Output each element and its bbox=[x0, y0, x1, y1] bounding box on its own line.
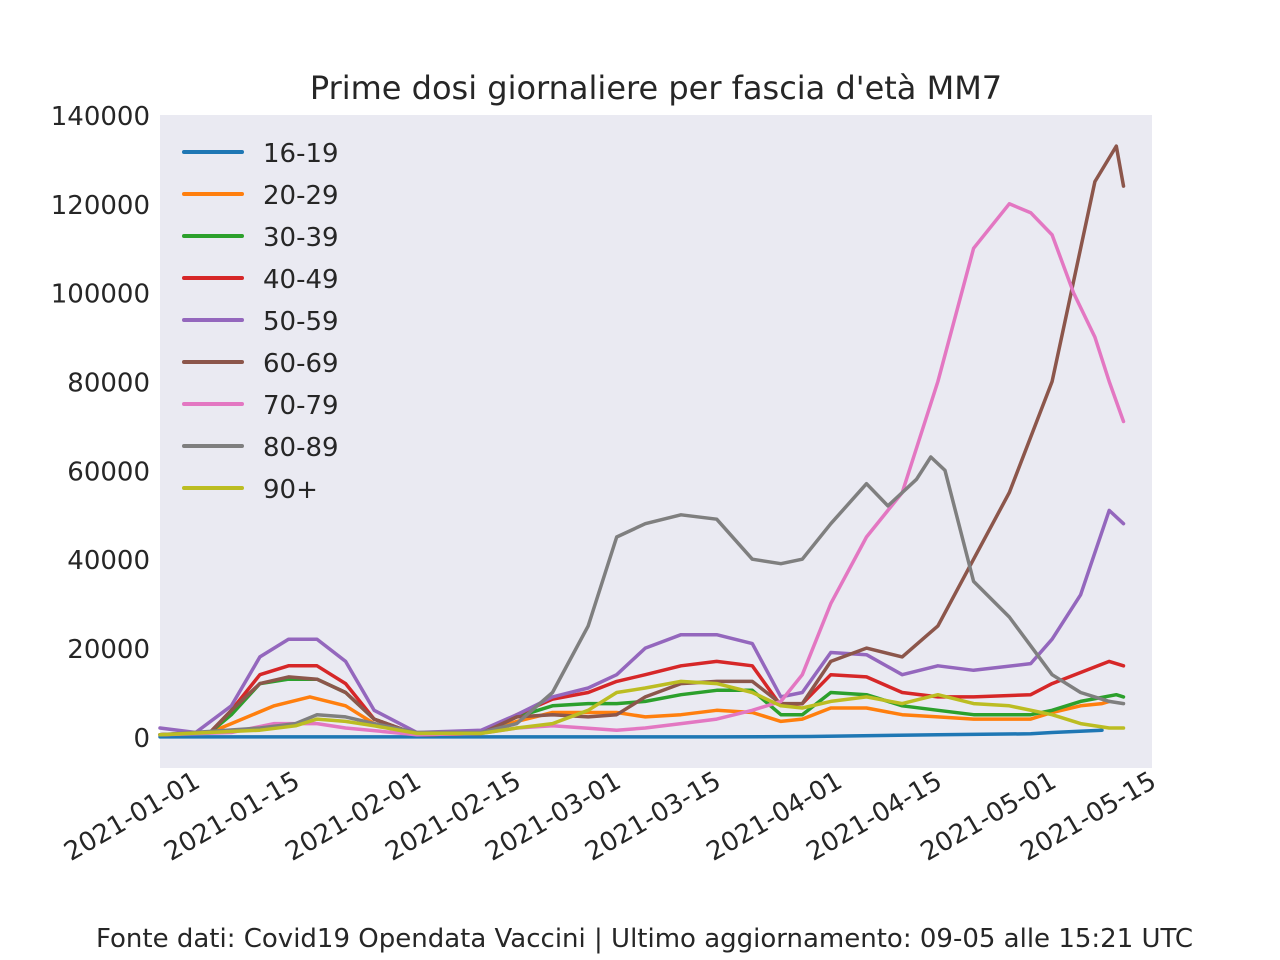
legend-label: 30-39 bbox=[263, 223, 339, 253]
series-line-80-89 bbox=[158, 455, 1126, 737]
series-line-50-59 bbox=[158, 508, 1126, 735]
legend-label: 70-79 bbox=[263, 391, 339, 421]
series-line-20-29 bbox=[158, 695, 1111, 737]
legend-label: 40-49 bbox=[263, 265, 339, 295]
y-tick-label: 140000 bbox=[51, 102, 150, 132]
chart-title: Prime dosi giornaliere per fascia d'età … bbox=[310, 69, 1002, 107]
series-line-70-79 bbox=[158, 202, 1126, 737]
legend-label: 80-89 bbox=[263, 433, 339, 463]
legend-label: 90+ bbox=[263, 475, 318, 505]
y-tick-label: 100000 bbox=[51, 280, 150, 310]
series-line-60-69 bbox=[158, 144, 1126, 737]
series-line-90+ bbox=[158, 679, 1126, 737]
series-line-16-19 bbox=[158, 728, 1104, 739]
y-axis: 0 20000 40000 60000 80000 100000 120000 140000 bbox=[51, 102, 150, 754]
y-tick-label: 20000 bbox=[67, 635, 150, 665]
legend-label: 16-19 bbox=[263, 139, 339, 169]
series-line-40-49 bbox=[158, 659, 1126, 737]
y-tick-label: 80000 bbox=[67, 369, 150, 399]
legend-label: 20-29 bbox=[263, 181, 339, 211]
y-tick-label: 60000 bbox=[67, 457, 150, 487]
y-tick-label: 120000 bbox=[51, 191, 150, 221]
x-axis: 2021-01-012021-01-152021-02-012021-02-15… bbox=[59, 766, 1161, 868]
y-tick-label: 0 bbox=[133, 724, 150, 754]
legend-label: 60-69 bbox=[263, 349, 339, 379]
legend: 16-19 20-29 30-39 40-49 50-59 60-69 70-79 80-89… bbox=[182, 139, 339, 505]
series-lines bbox=[158, 144, 1126, 739]
data-source-footer: Fonte dati: Covid19 Opendata Vaccini | U… bbox=[96, 924, 1194, 954]
legend-label: 50-59 bbox=[263, 307, 339, 337]
plot-area bbox=[160, 115, 1152, 768]
y-tick-label: 40000 bbox=[67, 546, 150, 576]
